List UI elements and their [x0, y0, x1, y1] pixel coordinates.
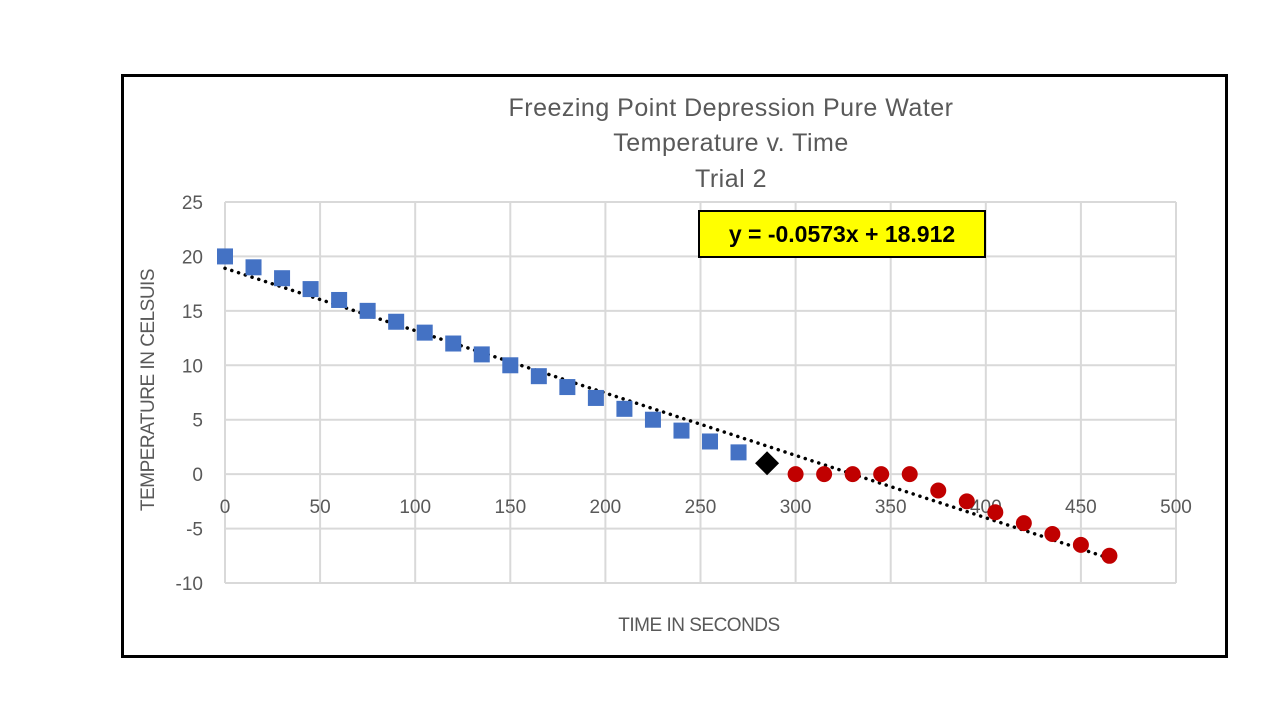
- data-point-circle: [1015, 515, 1032, 532]
- data-point-square: [730, 444, 747, 461]
- x-tick-label: 300: [780, 497, 812, 518]
- x-tick-label: 0: [220, 497, 231, 518]
- x-tick-label: 450: [1065, 497, 1097, 518]
- data-point-circle: [816, 466, 833, 483]
- data-point-square: [559, 379, 576, 396]
- x-tick-label: 150: [494, 497, 526, 518]
- y-tick-label: 10: [182, 356, 203, 377]
- y-tick-label: 25: [182, 193, 203, 214]
- data-point-diamond: [755, 451, 780, 476]
- y-tick-label: -5: [186, 520, 203, 541]
- data-point-square: [416, 324, 433, 341]
- x-tick-label: 500: [1160, 497, 1192, 518]
- data-point-circle: [1101, 547, 1118, 564]
- data-point-square: [473, 346, 490, 363]
- y-tick-label: 5: [192, 411, 203, 432]
- data-point-square: [302, 281, 319, 298]
- data-point-circle: [787, 466, 804, 483]
- data-point-square: [388, 313, 405, 330]
- data-point-circle: [1072, 536, 1089, 553]
- data-point-square: [502, 357, 519, 374]
- x-axis-title: TIME IN SECONDS: [618, 615, 779, 636]
- data-point-circle: [930, 482, 947, 499]
- data-point-square: [616, 400, 633, 417]
- chart-frame: 0 50 100 150 200 250 300 350 400 450 500 -10 -5 0 5 10 1…: [121, 74, 1228, 658]
- y-tick-label: 0: [192, 465, 203, 486]
- y-tick-label: 15: [182, 302, 203, 323]
- tick-labels: 0 50 100 150 200 250 300 350 400 450 500-10-505101…: [176, 193, 1192, 595]
- data-point-circle: [873, 466, 890, 483]
- chart-title-line-1: Freezing Point Depression Pure Water: [508, 94, 953, 122]
- data-point-square: [644, 411, 661, 428]
- chart-title: Freezing Point Depression Pure Water Tem…: [508, 94, 953, 193]
- data-point-square: [702, 433, 719, 450]
- trendline-equation: y = -0.0573x + 18.912: [698, 210, 986, 258]
- data-point-square: [274, 270, 291, 287]
- x-tick-label: 200: [590, 497, 622, 518]
- grid: [224, 201, 1177, 584]
- data-point-circle: [901, 466, 918, 483]
- x-tick-label: 50: [310, 497, 331, 518]
- data-point-square: [673, 422, 690, 439]
- x-tick-label: 250: [685, 497, 717, 518]
- data-point-circle: [987, 504, 1004, 521]
- equation-box: [698, 210, 986, 258]
- y-tick-label: -10: [176, 574, 203, 595]
- data-point-square: [587, 389, 604, 406]
- data-point-circle: [958, 493, 975, 510]
- y-tick-label: 20: [182, 247, 203, 268]
- data-point-circle: [1044, 526, 1061, 543]
- y-axis-title: TEMPERATURE IN CELSUIS: [138, 269, 159, 511]
- data-point-square: [245, 259, 262, 276]
- data-point-square: [359, 302, 376, 319]
- data-point-circle: [844, 466, 861, 483]
- data-point-square: [445, 335, 462, 352]
- data-point-square: [331, 291, 348, 308]
- data-point-square: [530, 368, 547, 385]
- data-point-square: [217, 248, 233, 265]
- scatter-chart: 0 50 100 150 200 250 300 350 400 450 500-10-505101…: [138, 94, 1192, 636]
- x-tick-label: 100: [399, 497, 431, 518]
- data-points: [217, 248, 1118, 564]
- x-tick-label: 350: [875, 497, 907, 518]
- equation-label: y = -0.0573x + 18.912: [729, 221, 955, 247]
- chart-title-line-2: Temperature v. Time: [613, 129, 849, 157]
- chart-title-line-3: Trial 2: [695, 165, 767, 193]
